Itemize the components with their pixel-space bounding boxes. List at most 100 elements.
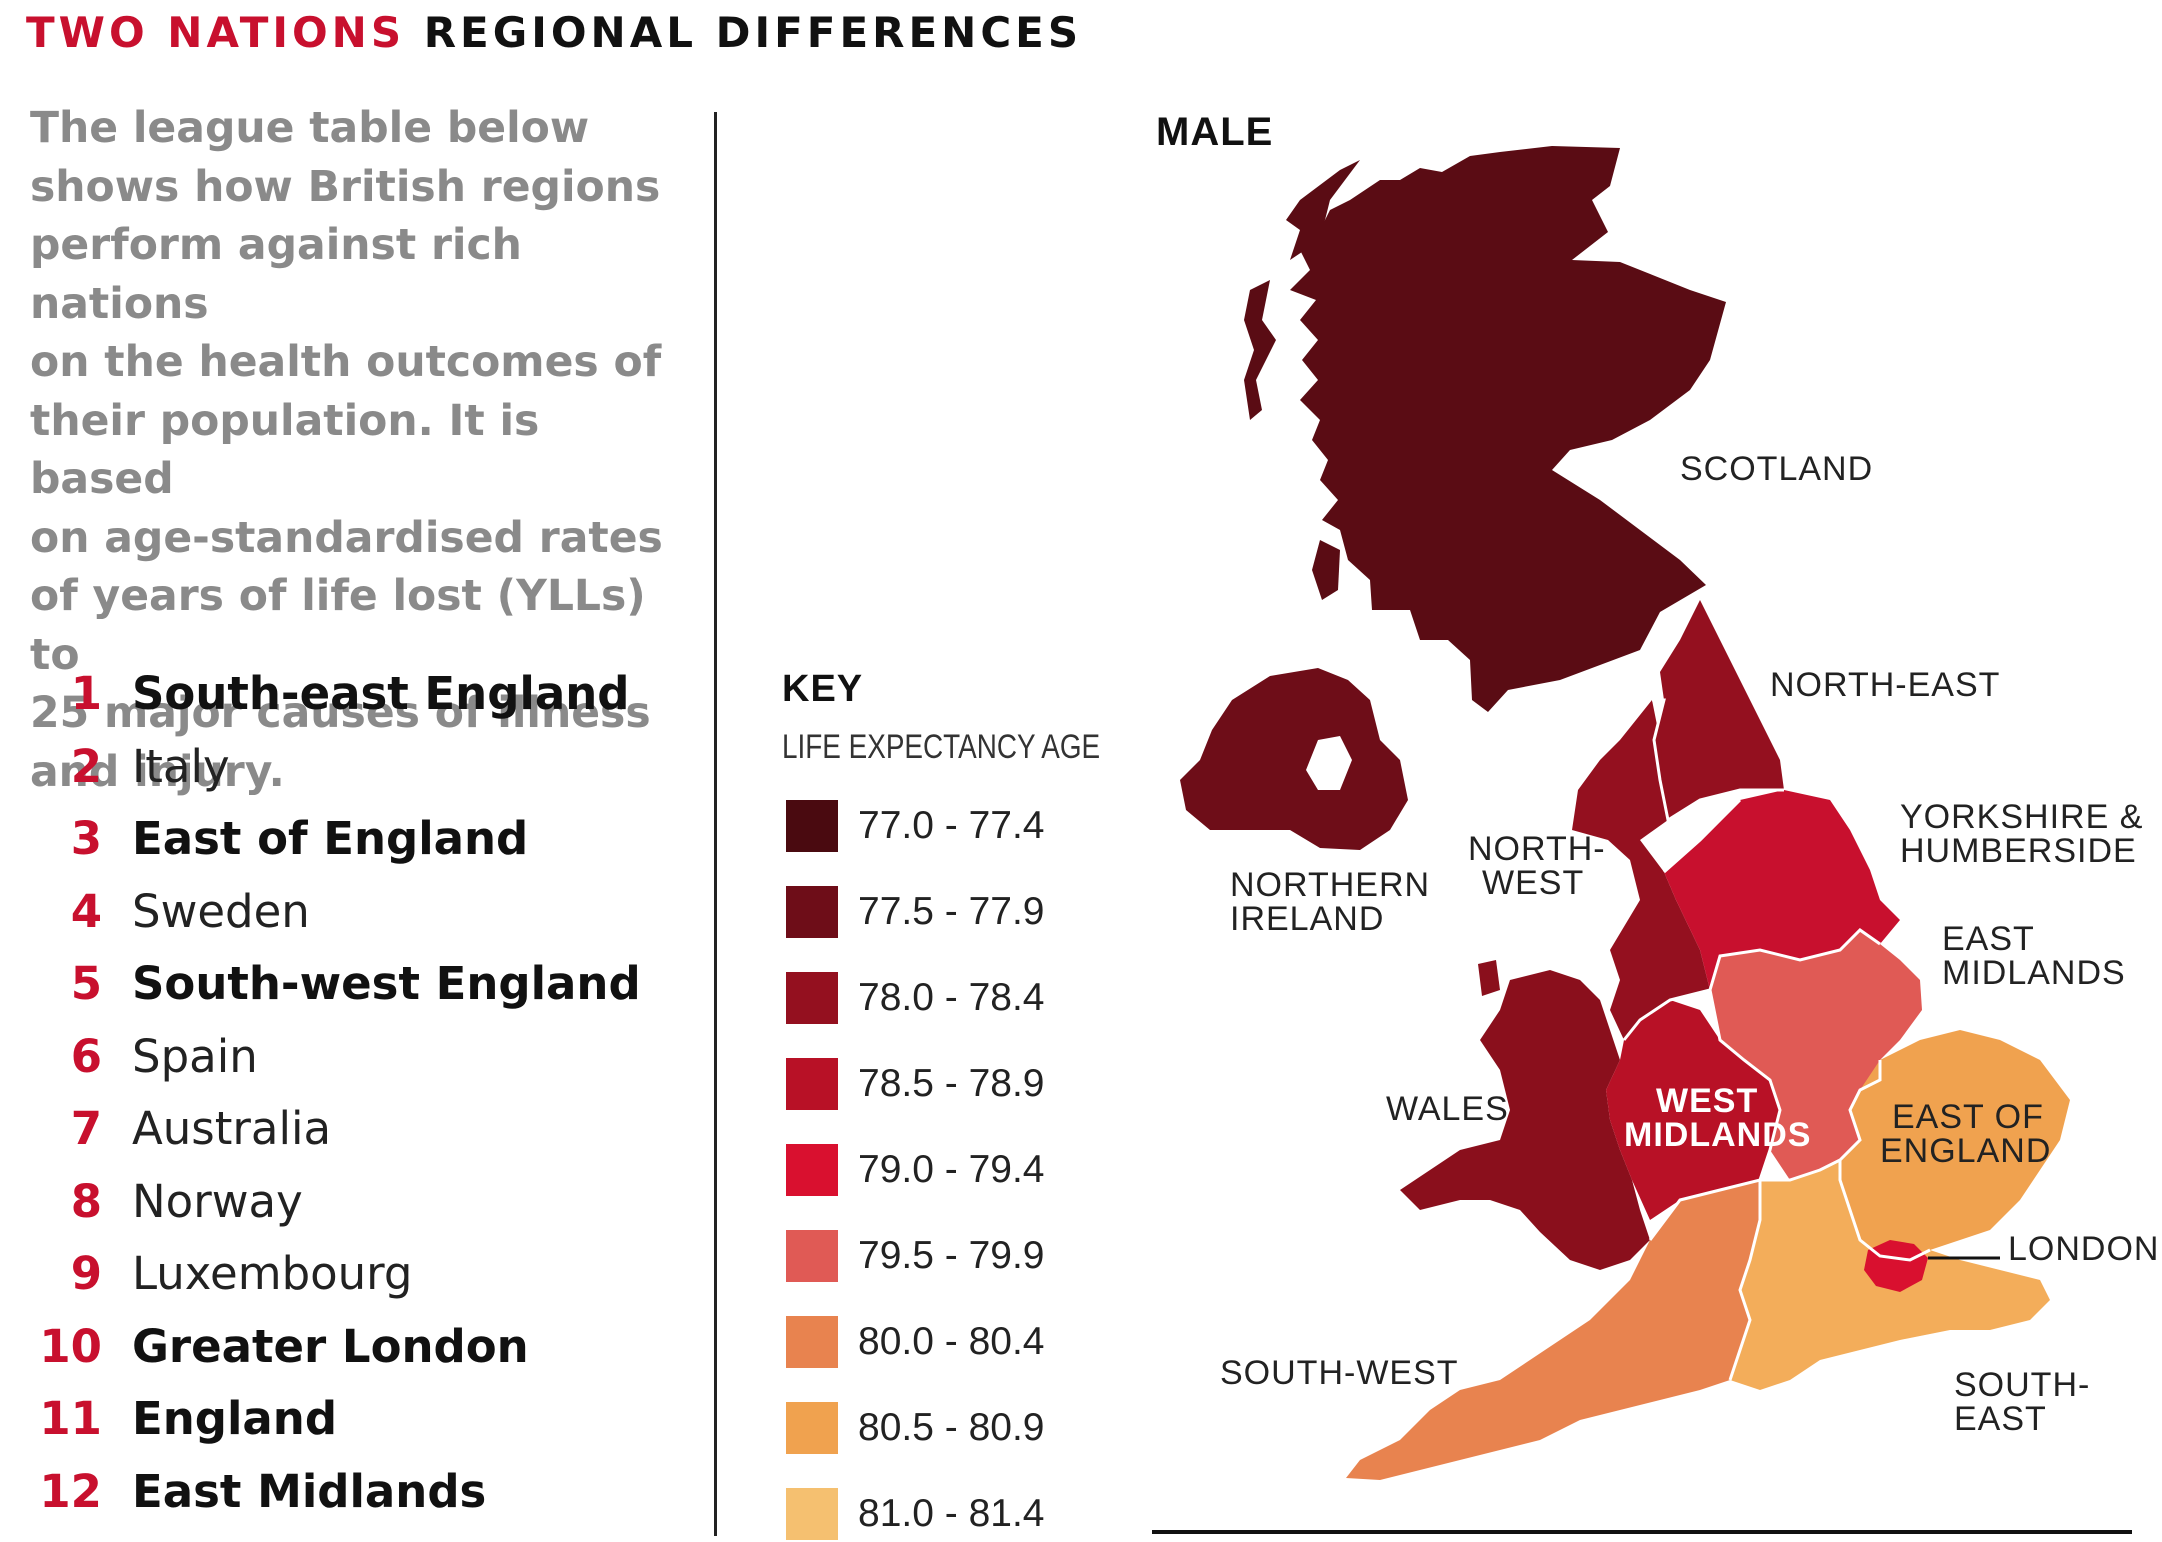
label-east-midlands-1: EAST <box>1942 920 2035 958</box>
key-label: 80.5 - 80.9 <box>858 1406 1045 1449</box>
league-row: 3 East of England <box>30 803 670 876</box>
key-title: KEY <box>782 668 864 710</box>
key-label: 78.0 - 78.4 <box>858 976 1045 1019</box>
key-swatch <box>786 1316 838 1368</box>
league-name: Luxembourg <box>132 1247 413 1300</box>
league-name: Greater London <box>132 1319 529 1373</box>
label-east-of-england-2: ENGLAND <box>1880 1132 2051 1170</box>
league-name: Spain <box>132 1029 258 1083</box>
league-row: 6 Spain <box>30 1021 670 1094</box>
key-subtitle: LIFE EXPECTANCY AGE <box>782 728 1101 766</box>
label-east-midlands-2: MIDLANDS <box>1942 954 2126 992</box>
league-row: 9 Luxembourg <box>30 1238 670 1311</box>
league-row: 11 England <box>30 1383 670 1456</box>
league-row: 8 Norway <box>30 1166 670 1239</box>
league-row: 5 South-west England <box>30 948 670 1021</box>
label-north-west-2: WEST <box>1482 864 1584 902</box>
region-scotland-island <box>1312 540 1340 600</box>
title-black-part: REGIONAL DIFFERENCES <box>423 8 1083 57</box>
label-yorkshire-1: YORKSHIRE & <box>1900 798 2143 836</box>
key-label: 80.0 - 80.4 <box>858 1320 1045 1363</box>
intro-line: of years of life lost (YLLs) to <box>30 572 646 680</box>
label-south-west: SOUTH-WEST <box>1220 1354 1459 1392</box>
label-east-of-england-1: EAST OF <box>1892 1098 2044 1136</box>
key-swatch <box>786 1058 838 1110</box>
league-rank: 2 <box>70 739 102 793</box>
label-wales: WALES <box>1386 1090 1509 1128</box>
region-scotland-island <box>1244 280 1276 420</box>
league-row: 12 East Midlands <box>30 1456 670 1529</box>
league-row: 1 South-east England <box>30 658 670 731</box>
region-yorkshire <box>1664 790 1900 990</box>
league-row: 2 Italy <box>30 731 670 804</box>
region-north-east <box>1654 600 1784 820</box>
region-east-of-england <box>1840 1030 2070 1260</box>
league-name: England <box>132 1392 338 1445</box>
key-swatch <box>786 972 838 1024</box>
label-ni-2: IRELAND <box>1230 900 1384 938</box>
region-north-west <box>1572 700 1710 1040</box>
lough-neagh <box>1306 736 1352 790</box>
label-scotland: SCOTLAND <box>1680 450 1873 488</box>
league-row: 10 Greater London <box>30 1311 670 1384</box>
title-red-part: TWO NATIONS <box>26 8 406 57</box>
league-rank: 4 <box>70 884 102 938</box>
league-rank: 6 <box>70 1029 102 1083</box>
label-south-east-1: SOUTH- <box>1954 1366 2090 1404</box>
league-name: South-west England <box>132 957 641 1010</box>
key-label: 77.5 - 77.9 <box>858 890 1045 933</box>
bottom-rule <box>1152 1530 2132 1534</box>
label-london: LONDON <box>2008 1230 2159 1268</box>
key-label: 79.0 - 79.4 <box>858 1148 1045 1191</box>
region-east-midlands <box>1710 930 1922 1180</box>
league-name: East of England <box>132 812 529 865</box>
label-ni-1: NORTHERN <box>1230 866 1430 904</box>
intro-line: on the health outcomes of <box>30 338 662 387</box>
intro-line: and injury. <box>30 747 285 797</box>
region-scotland-island <box>1286 160 1360 260</box>
key-label: 81.0 - 81.4 <box>858 1492 1045 1535</box>
label-west-midlands-2: MIDLANDS <box>1624 1116 1811 1154</box>
page-title: TWO NATIONS REGIONAL DIFFERENCES <box>26 8 1082 57</box>
label-north-east: NORTH-EAST <box>1770 666 2000 704</box>
league-name: Italy <box>132 739 230 793</box>
league-rank: 5 <box>70 957 102 1010</box>
league-row: 7 Australia <box>30 1093 670 1166</box>
region-northern-ireland <box>1180 668 1408 850</box>
intro-paragraph: The league table below shows how British… <box>30 100 670 802</box>
region-london <box>1864 1240 1928 1292</box>
league-rank: 10 <box>39 1319 102 1373</box>
league-rank: 11 <box>39 1392 102 1445</box>
key-swatch <box>786 1230 838 1282</box>
region-scotland <box>1290 146 1726 712</box>
column-divider <box>714 112 717 1536</box>
league-name: East Midlands <box>132 1464 487 1518</box>
intro-line: on age-standardised rates <box>30 513 663 563</box>
region-boundaries <box>1622 698 1931 1381</box>
league-rank: 3 <box>70 812 102 865</box>
league-rank: 1 <box>70 667 102 720</box>
league-name: South-east England <box>132 667 630 720</box>
label-north-west-1: NORTH- <box>1468 830 1606 868</box>
league-name: Norway <box>132 1174 303 1228</box>
key-swatch <box>786 886 838 938</box>
key-label: 78.5 - 78.9 <box>858 1062 1045 1105</box>
league-row: 4 Sweden <box>30 876 670 949</box>
league-name: Sweden <box>132 884 310 938</box>
league-rank: 12 <box>39 1464 102 1518</box>
league-name: Australia <box>132 1102 332 1155</box>
region-south-west <box>1346 1180 1760 1480</box>
key-swatch <box>786 1488 838 1540</box>
intro-line: their population. It is based <box>30 396 540 505</box>
label-west-midlands-1: WEST <box>1656 1082 1758 1120</box>
key-swatch <box>786 800 838 852</box>
league-rank: 7 <box>70 1102 102 1155</box>
key-swatch <box>786 1144 838 1196</box>
label-south-east-2: EAST <box>1954 1400 2047 1438</box>
region-wales <box>1400 970 1650 1270</box>
map-title: MALE <box>1156 110 1274 154</box>
anglesey <box>1478 960 1500 996</box>
key-label: 79.5 - 79.9 <box>858 1234 1045 1277</box>
label-yorkshire-2: HUMBERSIDE <box>1900 832 2137 870</box>
